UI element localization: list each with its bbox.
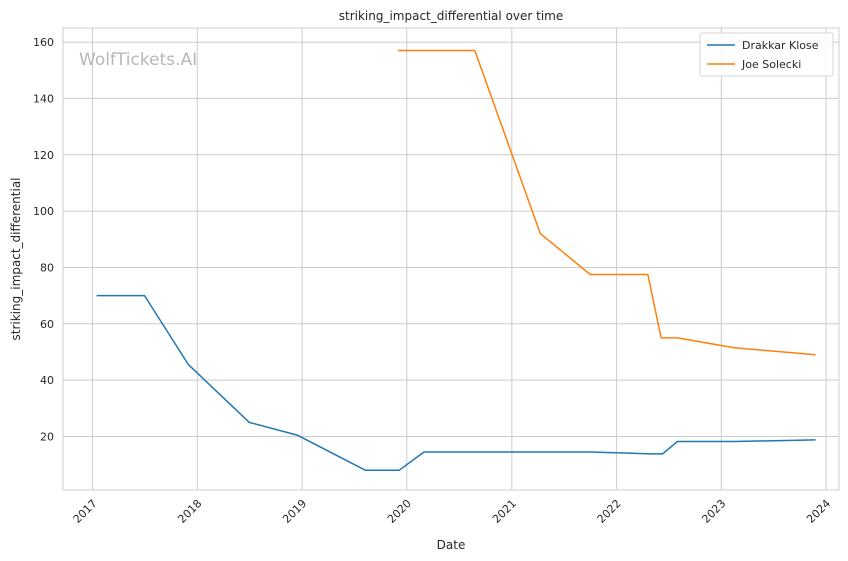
y-axis-title: striking_impact_differential <box>9 177 23 340</box>
x-tick-labels: 2017 2018 2019 2020 2021 2022 2023 2024 <box>71 497 834 526</box>
x-tick-label: 2020 <box>385 497 414 526</box>
y-tick-label: 120 <box>33 149 54 162</box>
y-tick-label: 140 <box>33 92 54 105</box>
watermark: WolfTickets.AI <box>79 50 197 70</box>
x-axis-title: Date <box>437 538 466 552</box>
y-tick-label: 60 <box>40 318 54 331</box>
legend-label-2: Joe Solecki <box>741 58 801 71</box>
legend-label-1: Drakkar Klose <box>742 39 819 52</box>
x-tick-label: 2022 <box>595 497 624 526</box>
series-line-2 <box>397 49 816 356</box>
x-tick-label: 2017 <box>71 497 100 526</box>
y-grid <box>63 41 839 437</box>
y-tick-labels: 20 40 60 80 100 120 140 160 <box>33 36 54 443</box>
plot-area <box>62 27 840 491</box>
chart-title: striking_impact_differential over time <box>339 9 564 23</box>
series-layer <box>96 49 816 472</box>
y-tick-label: 80 <box>40 261 54 274</box>
y-tick-label: 100 <box>33 205 54 218</box>
x-tick-label: 2019 <box>280 497 309 526</box>
y-tick-label: 20 <box>40 430 54 443</box>
x-tick-label: 2021 <box>490 497 519 526</box>
x-tick-label: 2023 <box>699 497 728 526</box>
y-tick-label: 160 <box>33 36 54 49</box>
x-grid <box>92 28 827 490</box>
series-line-1 <box>96 294 816 472</box>
x-tick-label: 2018 <box>175 497 204 526</box>
legend: Drakkar Klose Joe Solecki <box>699 32 834 77</box>
x-tick-label: 2024 <box>804 497 833 526</box>
legend-box <box>699 32 834 77</box>
y-tick-label: 40 <box>40 374 54 387</box>
